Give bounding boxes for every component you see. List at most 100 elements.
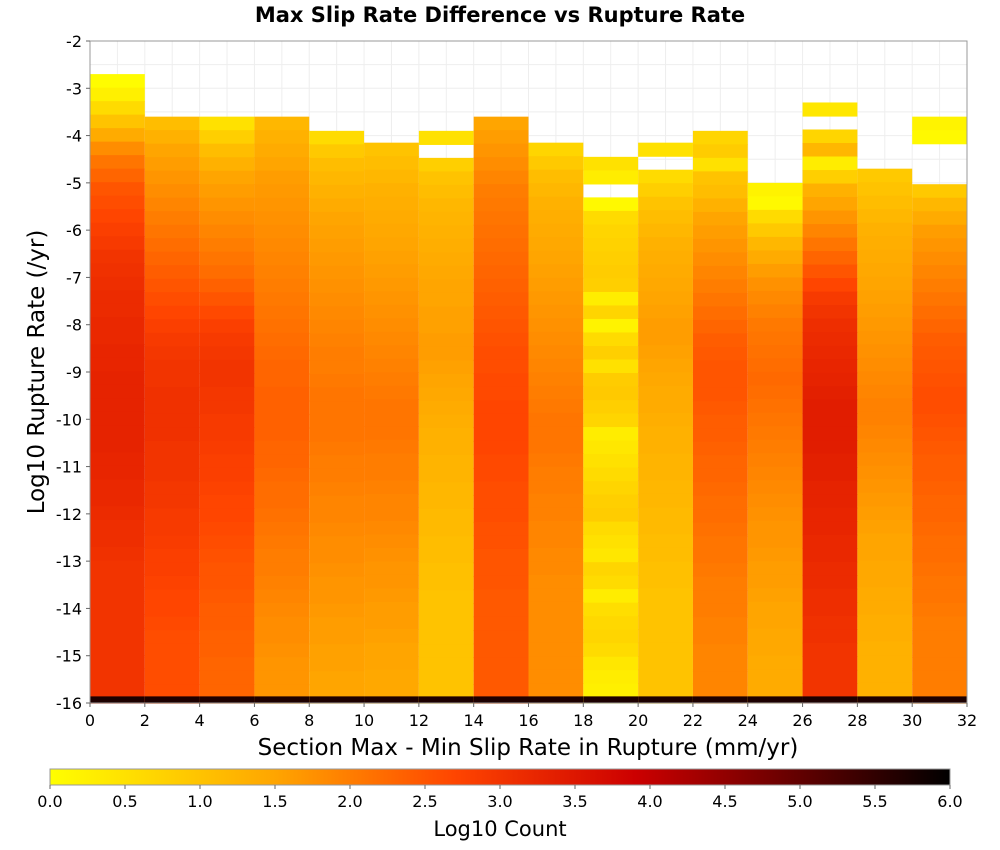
heatmap-cell bbox=[309, 549, 365, 564]
heatmap-cell bbox=[144, 332, 200, 347]
heatmap-cell bbox=[309, 374, 365, 389]
heatmap-cell bbox=[254, 548, 310, 564]
heatmap-cell bbox=[473, 373, 529, 388]
heatmap-cell bbox=[309, 144, 365, 159]
heatmap-cell bbox=[912, 184, 967, 199]
heatmap-cell bbox=[473, 467, 529, 483]
heatmap-cell bbox=[583, 454, 639, 469]
heatmap-cell bbox=[912, 670, 967, 685]
heatmap-cell bbox=[528, 656, 584, 671]
heatmap-cell bbox=[199, 630, 255, 645]
heatmap-cell bbox=[583, 413, 639, 428]
heatmap-cell bbox=[364, 439, 419, 454]
heatmap-cell bbox=[473, 292, 529, 307]
heatmap-cell bbox=[747, 412, 803, 427]
heatmap-cell bbox=[692, 198, 748, 213]
heatmap-cell bbox=[802, 372, 858, 387]
heatmap-cell bbox=[857, 182, 913, 197]
heatmap-cell bbox=[528, 574, 584, 590]
heatmap-cell bbox=[364, 480, 419, 495]
x-tick-label: 2 bbox=[140, 711, 150, 730]
heatmap-cell bbox=[747, 385, 803, 400]
heatmap-cell bbox=[912, 319, 967, 334]
heatmap-cell bbox=[473, 589, 529, 604]
heatmap-cell bbox=[90, 587, 145, 602]
heatmap-cell bbox=[309, 441, 365, 456]
heatmap-cell bbox=[90, 627, 145, 643]
heatmap-cell bbox=[309, 482, 365, 497]
heatmap-cell bbox=[309, 238, 365, 254]
heatmap-cell bbox=[90, 155, 145, 170]
heatmap-cell bbox=[912, 521, 967, 537]
heatmap-cell bbox=[309, 306, 365, 321]
heatmap-cell bbox=[583, 237, 639, 253]
heatmap-cell bbox=[144, 630, 200, 645]
heatmap-cell bbox=[199, 535, 255, 550]
heatmap-cell bbox=[857, 560, 913, 575]
heatmap-cell bbox=[473, 413, 529, 428]
heatmap-cell bbox=[144, 562, 200, 577]
x-tick-label: 18 bbox=[573, 711, 593, 730]
heatmap-cell bbox=[199, 575, 255, 591]
heatmap-cell bbox=[254, 575, 310, 591]
heatmap-cell bbox=[199, 170, 255, 185]
heatmap-cell bbox=[254, 616, 310, 631]
heatmap-cell bbox=[254, 305, 310, 320]
heatmap-cell bbox=[364, 629, 419, 644]
heatmap-cell bbox=[199, 305, 255, 320]
heatmap-cell bbox=[144, 481, 200, 496]
heatmap-cell bbox=[473, 494, 529, 510]
heatmap-cell bbox=[144, 657, 200, 672]
heatmap-cell bbox=[199, 481, 255, 496]
heatmap-cell bbox=[254, 386, 310, 401]
heatmap-cell bbox=[692, 441, 748, 456]
heatmap-cell bbox=[418, 657, 474, 672]
heatmap-cell bbox=[528, 142, 584, 157]
heatmap-cell bbox=[90, 411, 145, 426]
heatmap-cell bbox=[144, 373, 200, 388]
heatmap-cell bbox=[912, 265, 967, 280]
heatmap-cell bbox=[364, 183, 419, 198]
heatmap-cell bbox=[528, 493, 584, 509]
heatmap-cell bbox=[144, 265, 200, 280]
heatmap-cell bbox=[309, 671, 365, 686]
heatmap-cell bbox=[364, 372, 419, 387]
heatmap-cell bbox=[199, 548, 255, 564]
heatmap-cell bbox=[199, 224, 255, 239]
heatmap-cell bbox=[199, 319, 255, 334]
heatmap-cell bbox=[364, 277, 419, 292]
heatmap-cell bbox=[528, 264, 584, 279]
heatmap-cell bbox=[254, 508, 310, 523]
heatmap-cell bbox=[638, 237, 693, 252]
heatmap-cell bbox=[747, 507, 803, 522]
heatmap-cell bbox=[857, 384, 913, 399]
heatmap-cell bbox=[583, 616, 639, 631]
heatmap-cell bbox=[692, 387, 748, 402]
heatmap-cell bbox=[912, 630, 967, 645]
y-tick-label: -4 bbox=[66, 127, 82, 146]
heatmap-cell bbox=[583, 373, 639, 388]
heatmap-cell bbox=[90, 101, 145, 116]
heatmap-cell bbox=[747, 196, 803, 211]
heatmap-cell bbox=[418, 333, 474, 348]
heatmap-cell bbox=[583, 251, 639, 266]
heatmap-cell bbox=[747, 223, 803, 238]
heatmap-cell bbox=[199, 373, 255, 388]
heatmap-cell bbox=[583, 170, 639, 185]
heatmap-cell bbox=[254, 346, 310, 361]
heatmap-cell bbox=[692, 306, 748, 321]
x-tick-label: 6 bbox=[249, 711, 259, 730]
heatmap-cell bbox=[802, 210, 858, 225]
heatmap-cell bbox=[638, 210, 693, 225]
heatmap-cell bbox=[857, 533, 913, 548]
heatmap-cell bbox=[912, 616, 967, 631]
heatmap-cell bbox=[802, 602, 858, 617]
heatmap-cell bbox=[638, 345, 693, 360]
y-tick-label: -6 bbox=[66, 221, 82, 240]
y-tick-label: -14 bbox=[56, 599, 82, 618]
heatmap-cell bbox=[802, 656, 858, 671]
heatmap-cell bbox=[364, 493, 419, 509]
heatmap-cell bbox=[254, 143, 310, 158]
heatmap-cell bbox=[638, 547, 693, 563]
heatmap-cell bbox=[473, 359, 529, 374]
